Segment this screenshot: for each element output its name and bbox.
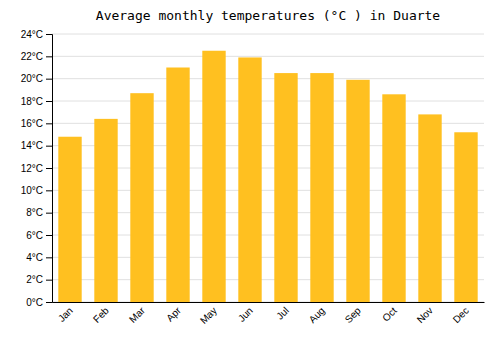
x-tick: Aug (307, 305, 327, 325)
y-tick-label: 4°C (26, 252, 43, 263)
x-tick-label: May (198, 305, 219, 326)
x-tick: Jul (274, 305, 291, 322)
plot: 0°C 2°C 4°C 6°C 8°C 10°C 12°C 14°C 16°C 18°C 20°C 2… (21, 29, 485, 326)
bars (58, 51, 477, 302)
y-tick: 14°C (21, 140, 52, 151)
x-tick: Sep (343, 305, 364, 326)
y-tick: 18°C (21, 96, 52, 107)
y-tick-mark (46, 56, 52, 57)
x-tick-label: Dec (451, 305, 471, 325)
chart-svg: 0°C 2°C 4°C 6°C 8°C 10°C 12°C 14°C 16°C 18°C 20°C 2… (0, 0, 500, 350)
bar (130, 93, 153, 302)
x-tick-label: Feb (91, 305, 111, 325)
y-tick-label: 10°C (21, 185, 43, 196)
x-tick: Mar (127, 304, 147, 324)
title: Average monthly temperatures (°C ) in Du… (96, 8, 441, 23)
y-tick: 2°C (26, 274, 52, 285)
x-tick-label: Jul (274, 305, 291, 322)
y-tick: 12°C (21, 163, 52, 174)
y-tick-label: 14°C (21, 140, 43, 151)
y-tick: 16°C (21, 118, 52, 129)
bar (202, 51, 225, 302)
bar (58, 137, 81, 302)
x-tick-label: Aug (307, 305, 327, 325)
y-tick-mark (46, 79, 52, 80)
bar (382, 94, 405, 302)
x-tick: Feb (91, 305, 111, 325)
grid-line (52, 56, 484, 57)
x-tick-label: Apr (164, 304, 183, 323)
y-tick: 4°C (26, 252, 52, 263)
y-tick-mark (46, 146, 52, 147)
x-axis: Jan Feb Mar Apr May Jun Jul Aug Sep Oct Nov Dec (53, 303, 485, 326)
bar (310, 73, 333, 302)
y-tick-label: 12°C (21, 163, 43, 174)
y-tick-label: 2°C (26, 274, 43, 285)
bar (94, 119, 117, 302)
y-tick: 6°C (26, 230, 52, 241)
y-tick-label: 20°C (21, 73, 43, 84)
x-tick: Jan (56, 305, 75, 324)
y-tick-mark (46, 101, 52, 102)
x-tick: Jun (236, 305, 255, 324)
y-tick-mark (46, 123, 52, 124)
bar (274, 73, 297, 302)
y-tick-mark (46, 280, 52, 281)
y-tick: 20°C (21, 73, 52, 84)
y-tick-label: 6°C (26, 230, 43, 241)
y-tick-mark (46, 257, 52, 258)
y-tick-mark (46, 213, 52, 214)
grid-line (52, 34, 484, 35)
y-tick: 10°C (21, 185, 52, 196)
bar (166, 68, 189, 303)
bar (238, 57, 261, 302)
y-axis-line (46, 35, 53, 303)
bar (346, 80, 369, 302)
y-tick-mark (46, 235, 52, 236)
y-tick: 22°C (21, 51, 52, 62)
x-tick: Nov (415, 305, 435, 325)
y-tick-mark (46, 168, 52, 169)
y-tick-mark (46, 190, 52, 191)
x-tick-label: Jun (236, 305, 255, 324)
x-tick-label: Nov (415, 305, 435, 325)
grid-line (52, 78, 484, 79)
y-tick: 24°C (21, 29, 52, 40)
x-tick-label: Oct (380, 305, 399, 324)
x-tick-label: Jan (56, 305, 75, 324)
x-tick: Oct (380, 305, 399, 324)
y-tick-mark (46, 34, 52, 35)
y-tick-mark (46, 302, 52, 303)
x-tick-label: Sep (343, 305, 364, 326)
y-tick-label: 0°C (26, 297, 43, 308)
y-axis: 0°C 2°C 4°C 6°C 8°C 10°C 12°C 14°C 16°C 18°C 20°C 2… (21, 29, 53, 308)
x-tick: May (198, 305, 219, 326)
bar (454, 132, 477, 302)
y-tick-label: 16°C (21, 118, 43, 129)
y-tick-label: 8°C (26, 207, 43, 218)
x-tick: Apr (164, 304, 183, 323)
x-axis-line (53, 302, 485, 303)
y-tick: 8°C (26, 207, 52, 218)
chart-container: 0°C 2°C 4°C 6°C 8°C 10°C 12°C 14°C 16°C 18°C 20°C 2… (0, 0, 500, 350)
x-tick-label: Mar (127, 304, 147, 324)
x-tick: Dec (451, 305, 471, 325)
y-tick-label: 22°C (21, 51, 43, 62)
bar (418, 114, 441, 302)
grid-line (52, 101, 484, 102)
grid (52, 34, 484, 302)
y-tick: 0°C (26, 297, 52, 308)
y-tick-label: 24°C (21, 29, 43, 40)
y-tick-label: 18°C (21, 96, 43, 107)
